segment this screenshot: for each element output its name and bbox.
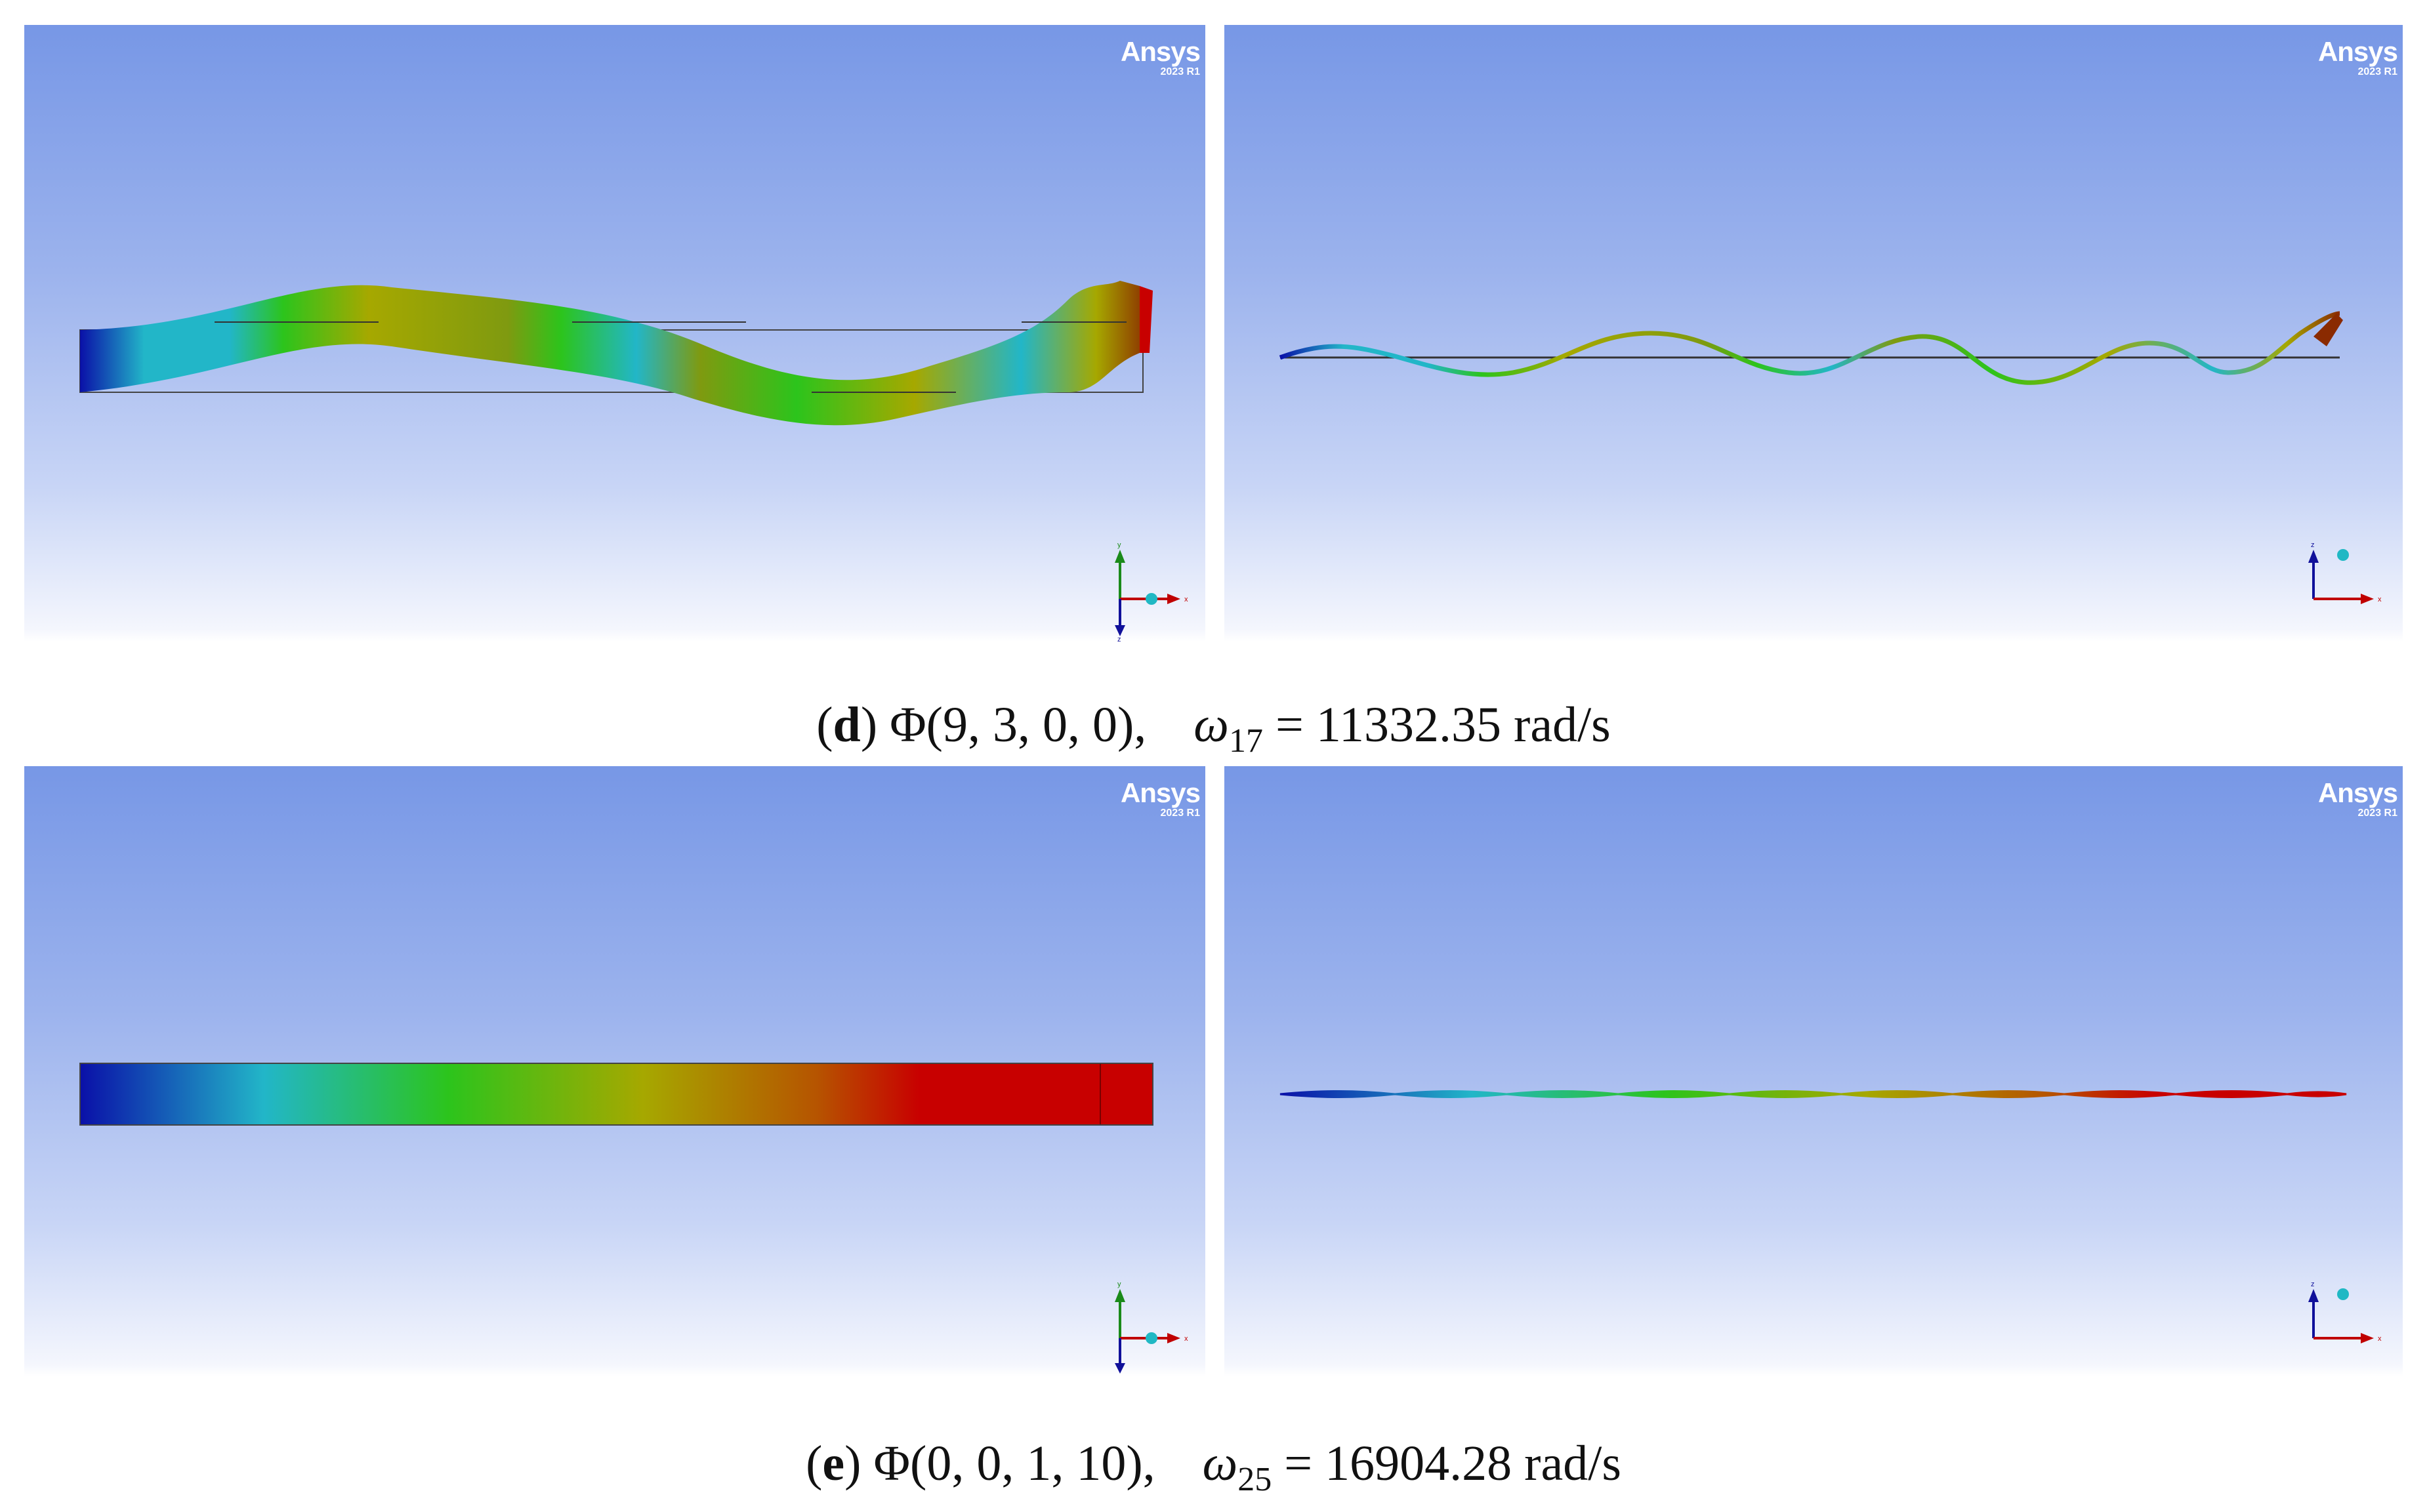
- undeformed-outline: [79, 1063, 1153, 1126]
- ansys-logo: Ansys 2023 R1: [1120, 36, 1201, 77]
- logo-version: 2023 R1: [1160, 807, 1201, 819]
- beam-end-face: [2313, 314, 2343, 346]
- caption-value: 11332.35 rad/s: [1316, 697, 1611, 752]
- mode-shape-d-front: y x z: [79, 281, 1188, 642]
- svg-text:x: x: [2378, 596, 2382, 603]
- deformed-beam-band: [80, 281, 1150, 426]
- svg-text:x: x: [2378, 1335, 2382, 1343]
- svg-text:x: x: [1184, 1335, 1188, 1343]
- deformed-beam-band: [80, 1063, 1104, 1125]
- svg-text:y: y: [1117, 541, 1121, 549]
- axis-triad: z x: [2308, 541, 2382, 604]
- svg-text:y: y: [1117, 1280, 1121, 1288]
- caption-label: d: [833, 697, 861, 752]
- panel-d-front-view: y x z Ansys 2023 R1: [24, 25, 1205, 642]
- logo-brand: Ansys: [1120, 777, 1201, 808]
- ansys-logo: Ansys 2023 R1: [1120, 777, 1201, 819]
- mode-shape-e-front: y x: [79, 1063, 1188, 1374]
- caption-mode: Φ(9, 3, 0, 0),: [890, 697, 1147, 752]
- caption-equals: =: [1275, 697, 1304, 752]
- logo-version: 2023 R1: [2357, 807, 2398, 819]
- beam-end-face: [1140, 286, 1153, 353]
- caption-omega: ω: [1193, 697, 1229, 752]
- panel-d-side-view: z x Ansys 2023 R1: [1224, 25, 2403, 642]
- svg-text:z: z: [1117, 636, 1121, 642]
- svg-text:z: z: [2311, 541, 2315, 549]
- panel-e-front-view: y x Ansys 2023 R1: [24, 766, 1205, 1376]
- logo-brand: Ansys: [2317, 777, 2398, 808]
- axis-triad: y x: [1115, 1280, 1188, 1374]
- caption-equals: =: [1284, 1436, 1313, 1491]
- caption-label: e: [822, 1436, 845, 1491]
- axis-triad: y x z: [1115, 541, 1188, 642]
- mode-shape-d-side: z x: [1279, 311, 2382, 604]
- svg-text:z: z: [2311, 1280, 2315, 1288]
- caption-omega-index: 25: [1237, 1461, 1272, 1499]
- deformed-beam-line: [1279, 1090, 2347, 1098]
- svg-text:x: x: [1184, 596, 1188, 603]
- logo-brand: Ansys: [2317, 36, 2398, 67]
- logo-version: 2023 R1: [2357, 66, 2398, 77]
- ansys-logo: Ansys 2023 R1: [2317, 777, 2398, 819]
- mode-shape-e-side: z x: [1279, 1090, 2382, 1343]
- deformed-beam-line: [1279, 311, 2340, 385]
- beam-end-face: [1100, 1063, 1153, 1126]
- panel-e-side-view: z x Ansys 2023 R1: [1224, 766, 2403, 1376]
- caption-e: (e) Φ(0, 0, 1, 10), ω25 = 16904.28 rad/s: [806, 1436, 1621, 1499]
- logo-version: 2023 R1: [1160, 66, 1201, 77]
- caption-value: 16904.28 rad/s: [1325, 1436, 1621, 1491]
- caption-omega: ω: [1202, 1436, 1238, 1491]
- caption-mode: Φ(0, 0, 1, 10),: [873, 1436, 1155, 1491]
- caption-d: (d) Φ(9, 3, 0, 0), ω17 = 11332.35 rad/s: [816, 697, 1611, 760]
- caption-omega-index: 17: [1228, 722, 1263, 760]
- ansys-logo: Ansys 2023 R1: [2317, 36, 2398, 77]
- logo-brand: Ansys: [1120, 36, 1201, 67]
- axis-triad: z x: [2308, 1280, 2382, 1343]
